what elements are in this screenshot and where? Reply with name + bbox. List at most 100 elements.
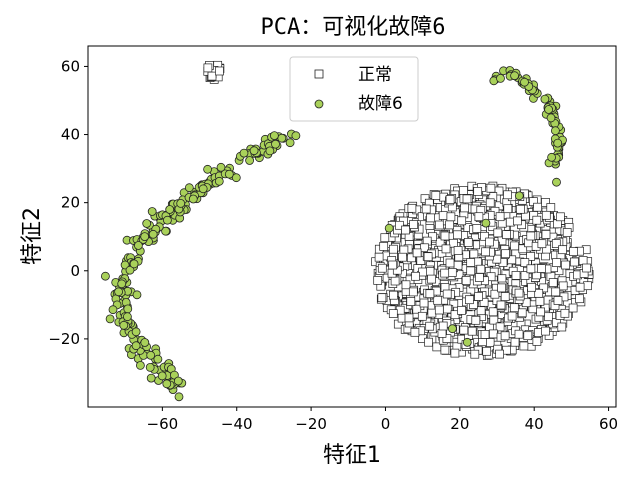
normal-point: [427, 308, 437, 318]
normal-point: [536, 307, 545, 317]
y-tick-label: 20: [61, 194, 80, 212]
fault6-point: [547, 152, 556, 162]
normal-point: [426, 213, 435, 223]
fault6-point: [146, 373, 156, 383]
normal-point: [470, 349, 480, 359]
normal-point: [421, 204, 431, 214]
fault6-point: [269, 131, 279, 141]
normal-point: [495, 322, 505, 332]
normal-point: [541, 198, 550, 207]
fault6-point: [153, 354, 163, 364]
x-tick-label: −40: [221, 415, 253, 433]
normal-point: [551, 239, 561, 248]
normal-point: [514, 288, 524, 298]
normal-point: [388, 260, 398, 270]
normal-point: [497, 274, 507, 284]
legend-marker-fault6: [314, 99, 324, 109]
normal-point: [476, 264, 486, 274]
fault6-point: [174, 392, 184, 402]
fault6-point: [198, 184, 208, 194]
normal-point: [485, 338, 495, 347]
fault6-point: [157, 371, 167, 381]
fault6-point: [117, 279, 127, 289]
fault6-point: [544, 105, 553, 114]
normal-point: [445, 258, 455, 268]
normal-point: [460, 203, 469, 213]
normal-point: [445, 195, 455, 204]
normal-point: [447, 268, 457, 277]
normal-point: [493, 228, 503, 238]
normal-point: [424, 337, 433, 347]
normal-point: [463, 238, 473, 247]
normal-point: [548, 278, 558, 287]
x-tick-label: 60: [599, 415, 618, 433]
normal-point: [406, 297, 416, 306]
normal-point: [500, 292, 510, 301]
normal-point: [466, 266, 476, 276]
fault6-point: [162, 215, 172, 225]
normal-point: [453, 246, 463, 255]
normal-point: [457, 306, 466, 315]
normal-point: [428, 232, 437, 242]
y-axis-ticks: −20 0 20 40 60: [48, 57, 88, 348]
normal-point: [544, 312, 553, 322]
normal-point: [380, 233, 390, 243]
normal-point: [389, 290, 398, 300]
fault6-point: [277, 133, 287, 143]
normal-point: [568, 303, 578, 313]
normal-point: [486, 183, 496, 193]
normal-point: [514, 329, 524, 339]
normal-point: [440, 268, 450, 278]
normal-point: [537, 239, 547, 249]
normal-point: [377, 293, 387, 303]
normal-point: [488, 307, 498, 317]
normal-point: [582, 263, 591, 273]
normal-point: [425, 267, 435, 276]
normal-point: [482, 346, 492, 356]
normal-point: [575, 282, 585, 292]
normal-point: [583, 281, 592, 291]
legend-marker-normal: [314, 69, 324, 79]
normal-point: [517, 308, 527, 318]
fault6-point: [249, 146, 259, 156]
fault6-point: [245, 156, 255, 165]
fault6-point: [546, 113, 556, 123]
fault6-point: [553, 138, 563, 148]
fault6-point: [161, 226, 171, 236]
normal-point: [552, 258, 561, 267]
normal-point: [561, 260, 570, 270]
normal-point: [399, 245, 409, 255]
fault6-point: [114, 287, 123, 297]
x-axis-label: 特征1: [323, 443, 381, 468]
fault6-point: [510, 71, 519, 81]
x-tick-label: −60: [147, 415, 179, 433]
normal-point: [480, 330, 490, 339]
normal-point: [500, 331, 510, 341]
normal-point: [459, 325, 469, 335]
normal-point: [207, 71, 217, 81]
normal-point: [503, 204, 513, 214]
normal-point: [556, 212, 565, 222]
normal-point: [526, 252, 535, 261]
legend-label-fault6: 故障6: [358, 94, 403, 114]
fault6-point: [148, 229, 158, 239]
x-axis-ticks: −60 −40 −20 0 20 40 60: [147, 407, 618, 433]
fault6-point: [165, 205, 175, 214]
normal-point: [535, 296, 545, 306]
fault6-point: [105, 314, 115, 324]
fault6-point: [188, 194, 198, 204]
normal-point: [467, 326, 477, 336]
normal-point: [480, 231, 489, 241]
normal-point: [527, 282, 536, 292]
normal-point: [575, 294, 584, 304]
fault6-point: [184, 183, 194, 193]
normal-point: [446, 212, 456, 222]
normal-point: [373, 276, 383, 285]
normal-point: [410, 327, 420, 337]
normal-point: [485, 237, 494, 247]
fault6-point: [496, 74, 505, 83]
fault6-point: [231, 173, 241, 183]
fault6-point: [101, 271, 110, 281]
normal-point: [541, 210, 551, 220]
